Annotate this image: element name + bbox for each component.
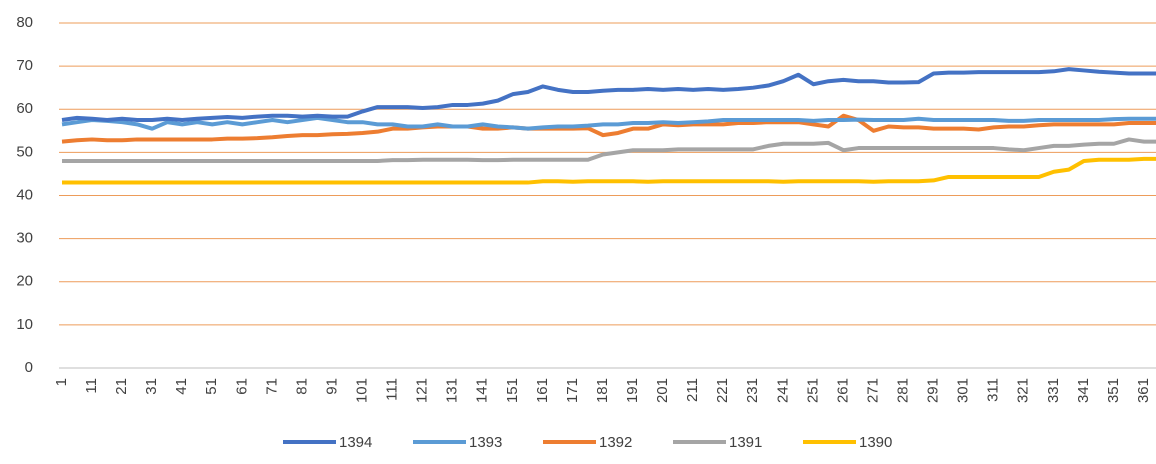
x-tick-label: 291 [925, 378, 942, 403]
series-line [61, 67, 1156, 123]
x-tick-label: 131 [444, 378, 461, 403]
x-tick-label: 211 [684, 378, 701, 402]
x-tick-label: 91 [323, 378, 340, 395]
x-tick-label: 191 [624, 378, 641, 403]
legend-label: 1391 [729, 434, 762, 451]
x-tick-label: 111 [384, 378, 401, 401]
x-tick-label: 31 [143, 378, 160, 395]
y-tick-label: 30 [16, 230, 33, 247]
series-line [62, 156, 1156, 185]
x-tick-label: 101 [354, 378, 371, 403]
x-tick-label: 161 [534, 378, 551, 403]
x-tick-label: 81 [293, 378, 310, 395]
y-tick-label: 10 [16, 316, 33, 333]
x-tick-label: 141 [474, 378, 491, 403]
y-tick-label: 50 [16, 143, 33, 160]
x-tick-label: 1 [53, 378, 70, 386]
y-tick-label: 20 [16, 273, 33, 290]
x-tick-label: 11 [83, 378, 100, 394]
series-line [61, 115, 1156, 131]
x-tick-label: 321 [1015, 378, 1032, 403]
legend-label: 1390 [859, 434, 892, 451]
x-tick-label: 271 [864, 378, 881, 403]
x-tick-label: 71 [263, 378, 280, 395]
x-tick-label: 251 [804, 378, 821, 403]
x-tick-label: 361 [1135, 378, 1152, 403]
series-line [62, 137, 1156, 163]
x-tick-label: 351 [1105, 378, 1122, 403]
legend-label: 1392 [599, 434, 632, 451]
x-tick-label: 241 [774, 378, 791, 403]
legend-label: 1393 [469, 434, 502, 451]
x-tick-label: 51 [203, 378, 220, 395]
x-tick-label: 221 [714, 378, 731, 403]
x-tick-label: 301 [955, 378, 972, 403]
x-tick-label: 201 [654, 378, 671, 403]
series-line [61, 113, 1156, 144]
y-tick-label: 60 [16, 100, 33, 117]
y-tick-label: 40 [16, 186, 33, 203]
x-tick-label: 331 [1045, 378, 1062, 403]
x-tick-label: 151 [504, 378, 521, 403]
y-tick-label: 80 [16, 14, 33, 31]
x-tick-label: 171 [564, 378, 581, 403]
y-tick-label: 0 [25, 359, 33, 376]
x-tick-label: 311 [985, 378, 1002, 402]
x-tick-label: 121 [414, 378, 431, 403]
y-tick-label: 70 [16, 57, 33, 74]
x-tick-label: 261 [834, 378, 851, 403]
x-tick-label: 41 [173, 378, 190, 395]
x-tick-label: 341 [1075, 378, 1092, 403]
x-tick-label: 181 [594, 378, 611, 403]
x-tick-label: 21 [113, 378, 130, 395]
legend-label: 1394 [339, 434, 372, 451]
x-tick-label: 281 [895, 378, 912, 403]
x-tick-label: 61 [233, 378, 250, 395]
x-tick-label: 231 [744, 378, 761, 403]
